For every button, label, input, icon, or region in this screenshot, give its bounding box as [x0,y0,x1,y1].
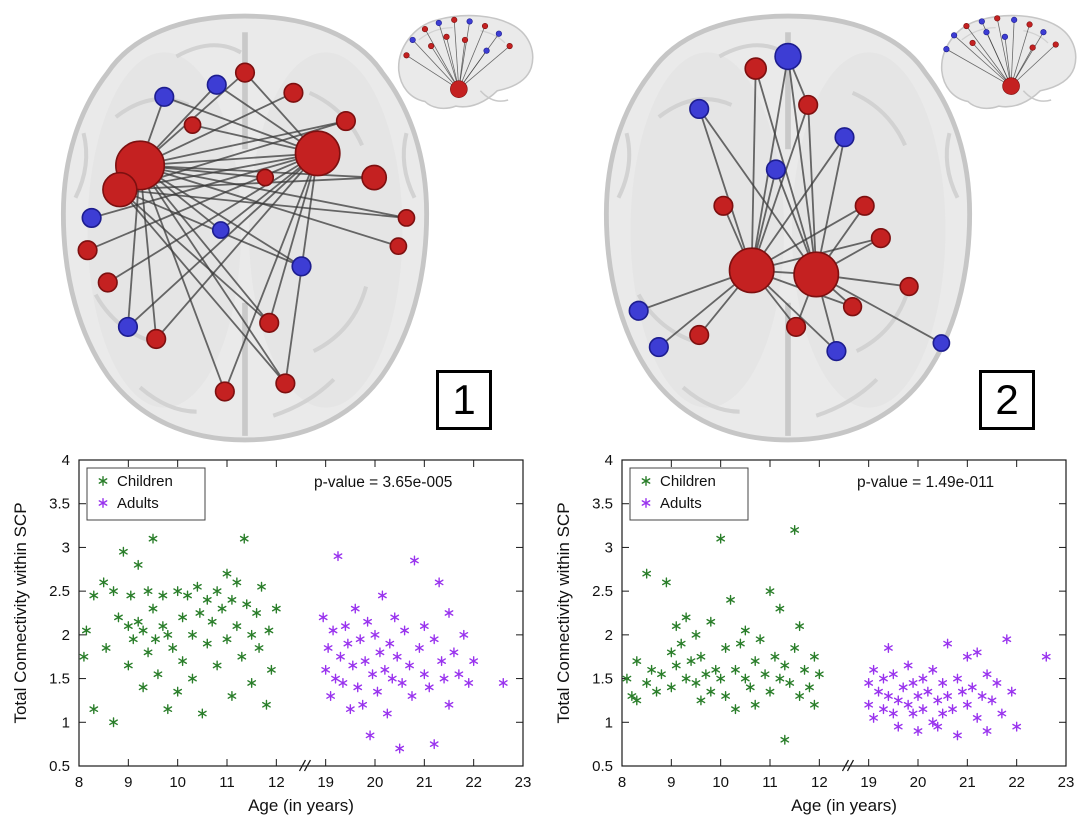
legend-label: Children [660,473,716,490]
network-nodes [77,62,416,402]
scatter-plot: 8 9 10 11 12 19 20 21 22 23 0.5 1 1.5 2 2.5 3 3.5 4 Age (i… [554,452,1074,815]
series-adults [864,634,1051,741]
scatter-plot: 8 9 10 11 12 19 20 21 22 23 0.5 1 1.5 2 2.5 3 3.5 4 Age (i… [11,452,531,815]
svg-text:3.5: 3.5 [49,496,70,513]
svg-text:2.5: 2.5 [49,583,70,600]
brain-network-axial [603,13,973,443]
network-nodes [403,16,513,98]
svg-text:21: 21 [416,774,433,791]
panel-number-badge: 2 [979,370,1035,430]
axes: 8 9 10 11 12 19 20 21 22 23 0.5 1 1.5 2 2.5 3 3.5 4 [592,452,1074,791]
svg-text:3: 3 [62,539,70,556]
svg-text:19: 19 [860,774,877,791]
svg-text:2: 2 [605,627,613,644]
brain-outline [398,14,534,110]
legend-label: Adults [660,495,702,512]
legend-marker [641,498,651,508]
legend: Children Adults [86,467,206,521]
svg-text:9: 9 [667,774,675,791]
x-axis-label: Age (in years) [791,796,897,815]
svg-text:4: 4 [605,452,613,469]
axes: 8 9 10 11 12 19 20 21 22 23 0.5 1 1.5 2 2.5 3 3.5 4 [49,452,531,791]
svg-text:3: 3 [605,539,613,556]
svg-text:11: 11 [762,774,778,791]
svg-text:2.5: 2.5 [592,583,613,600]
panel-number-badge: 1 [436,370,492,430]
svg-text:11: 11 [219,774,235,791]
brain-outline [603,13,973,443]
brain-network-sagittal-inset [398,14,534,110]
svg-text:0.5: 0.5 [592,758,613,775]
series-children [622,524,824,745]
legend-marker [641,476,651,486]
svg-text:3.5: 3.5 [592,496,613,513]
svg-text:10: 10 [169,774,186,791]
svg-text:2: 2 [62,627,70,644]
legend-label: Adults [117,495,159,512]
axis-break-mark [846,759,855,772]
svg-text:19: 19 [317,774,334,791]
svg-text:1.5: 1.5 [49,671,70,688]
panel-1: 1 8 9 10 11 12 19 20 21 22 23 0.5 1 1.5 2 2.5 3 3.5 4 Age … [11,13,534,815]
x-axis-label: Age (in years) [248,796,354,815]
svg-text:1.5: 1.5 [592,671,613,688]
y-axis-label: Total Connectivity within SCP [554,502,573,723]
p-value-annotation: p-value = 1.49e-011 [857,474,994,491]
svg-text:10: 10 [712,774,729,791]
svg-text:1: 1 [62,714,70,731]
svg-text:8: 8 [75,774,83,791]
svg-text:22: 22 [465,774,482,791]
network-edges [87,71,407,392]
svg-text:0.5: 0.5 [49,758,70,775]
legend-marker [98,476,108,486]
series-adults [318,551,508,754]
axis-break-mark [303,759,312,772]
network-edges [946,18,1057,87]
svg-text:23: 23 [1058,774,1075,791]
svg-text:20: 20 [910,774,927,791]
svg-text:20: 20 [367,774,384,791]
legend-marker [98,498,108,508]
svg-text:23: 23 [515,774,532,791]
series-children [79,533,281,728]
panel-2: 2 8 9 10 11 12 19 20 21 22 23 0.5 1 1.5 2 2.5 3 3.5 4 Age … [543,0,1086,836]
axis-break-mark [298,759,307,772]
svg-text:1: 1 [605,714,613,731]
brain-network-axial [60,13,430,443]
brain-network-sagittal-inset [941,14,1077,110]
axis-break-mark [841,759,850,772]
y-axis-label: Total Connectivity within SCP [11,502,30,723]
network-nodes [943,15,1059,95]
legend-label: Children [117,473,173,490]
svg-text:4: 4 [62,452,70,469]
svg-text:21: 21 [959,774,976,791]
svg-text:12: 12 [811,774,828,791]
p-value-annotation: p-value = 3.65e-005 [314,474,452,491]
legend: Children Adults [629,467,749,521]
svg-text:22: 22 [1008,774,1025,791]
svg-text:9: 9 [124,774,132,791]
svg-text:12: 12 [268,774,285,791]
svg-text:8: 8 [618,774,626,791]
network-nodes [628,42,951,362]
